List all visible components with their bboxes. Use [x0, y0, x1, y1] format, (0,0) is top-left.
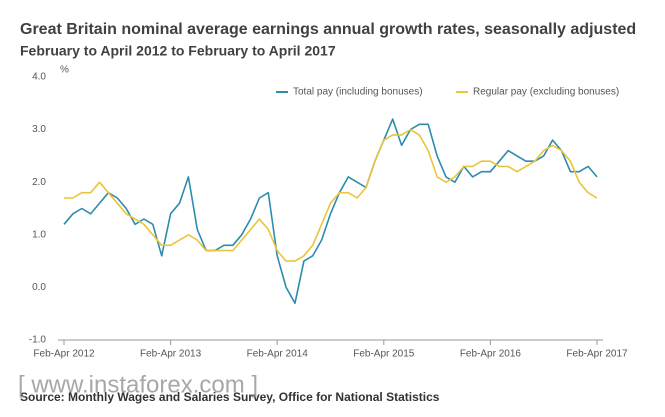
y-tick-label: 0.0 — [32, 282, 46, 293]
x-tick-label: Feb-Apr 2012 — [33, 349, 95, 360]
y-tick-label: 3.0 — [32, 124, 46, 135]
y-axis-label: % — [60, 65, 69, 76]
y-tick-label: 1.0 — [32, 229, 46, 240]
chart-title: Great Britain nominal average earnings a… — [20, 21, 636, 38]
x-tick-label: Feb-Apr 2016 — [460, 349, 522, 360]
y-tick-label: -1.0 — [29, 335, 47, 346]
chart-subtitle: February to April 2012 to February to Ap… — [20, 43, 336, 59]
watermark: [ www.instaforex.com ] — [18, 371, 258, 398]
y-tick-label: 2.0 — [32, 177, 46, 188]
legend-label: Total pay (including bonuses) — [293, 87, 423, 98]
x-tick-label: Feb-Apr 2015 — [353, 349, 415, 360]
x-tick-label: Feb-Apr 2013 — [140, 349, 202, 360]
series-line — [63, 118, 598, 304]
source-note: Source: Monthly Wages and Salaries Surve… — [20, 390, 440, 404]
x-tick-label: Feb-Apr 2014 — [247, 349, 309, 360]
legend-label: Regular pay (excluding bonuses) — [473, 87, 619, 98]
y-tick-label: 4.0 — [32, 72, 46, 83]
series-line — [64, 128, 598, 262]
x-tick-label: Feb-Apr 2017 — [566, 349, 628, 360]
